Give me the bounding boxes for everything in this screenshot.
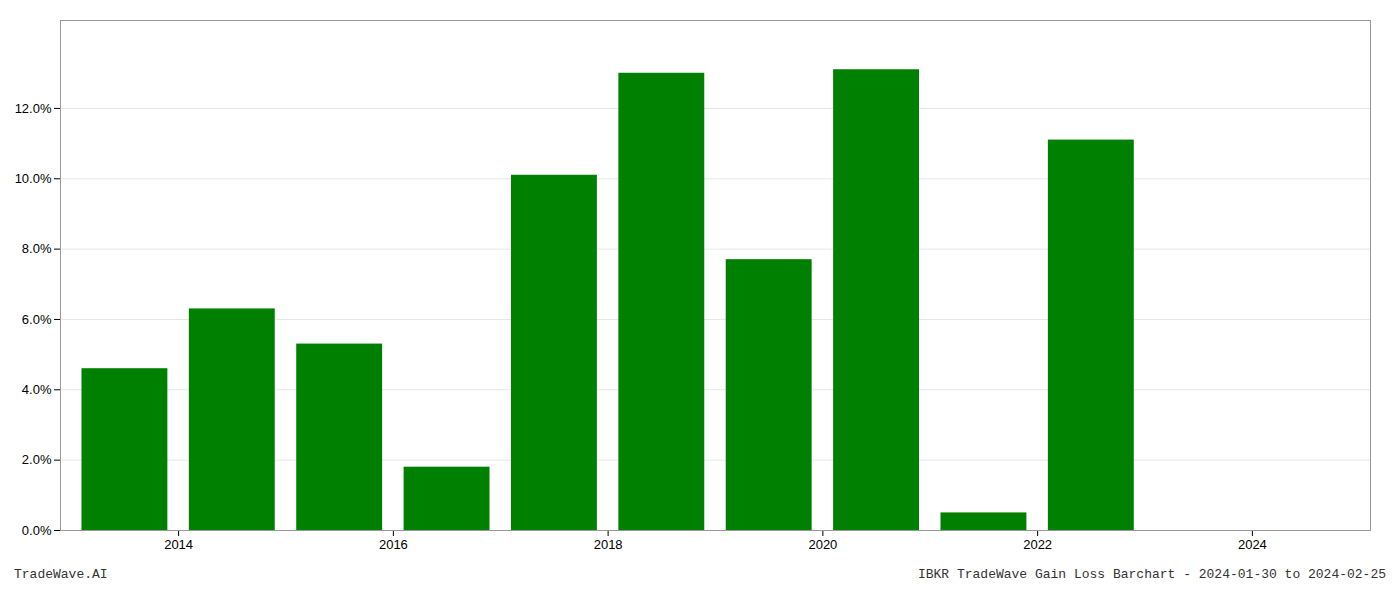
svg-text:0.0%: 0.0%: [22, 523, 52, 538]
svg-text:8.0%: 8.0%: [22, 241, 52, 256]
svg-text:2018: 2018: [594, 537, 623, 552]
svg-text:12.0%: 12.0%: [15, 101, 52, 116]
svg-text:2022: 2022: [1023, 537, 1052, 552]
svg-text:2020: 2020: [808, 537, 837, 552]
html-text:IBKR TradeWave Gain Loss Barch: IBKR TradeWave Gain Loss Barchart - 2024…: [917, 567, 1386, 582]
svg-text:2024: 2024: [1238, 537, 1267, 552]
svg-text:10.0%: 10.0%: [15, 171, 52, 186]
svg-text:2014: 2014: [164, 537, 193, 552]
svg-text:6.0%: 6.0%: [22, 312, 52, 327]
svg-text:2.0%: 2.0%: [22, 452, 52, 467]
svg-text:2016: 2016: [379, 537, 408, 552]
html-text:TradeWave.AI: TradeWave.AI: [14, 567, 108, 582]
svg-text:4.0%: 4.0%: [22, 382, 52, 397]
